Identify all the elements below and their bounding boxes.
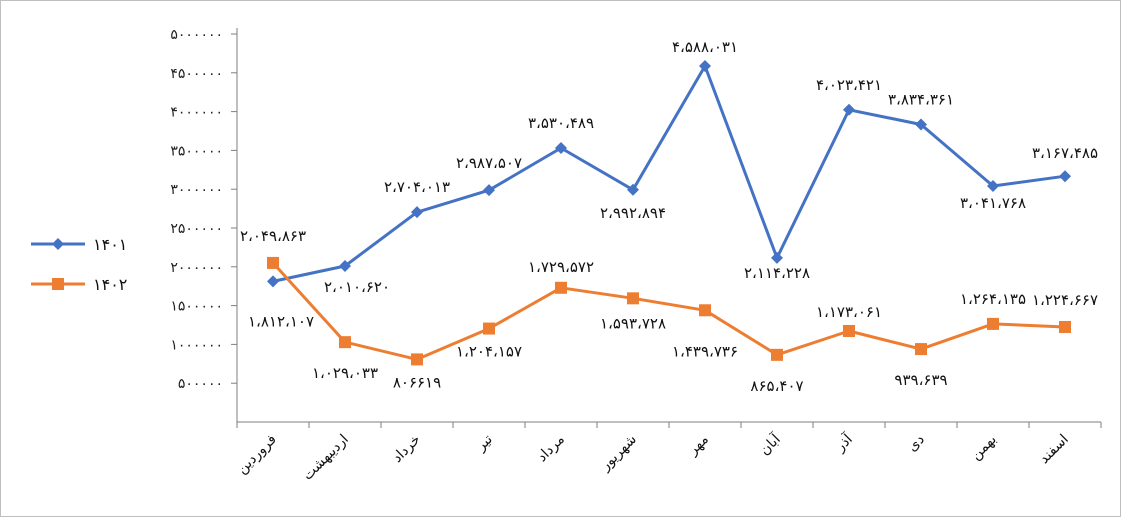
y-tick-label: ۲۵۰۰۰۰۰ bbox=[170, 221, 223, 237]
data-label: ۳،۸۳۴،۳۶۱ bbox=[888, 90, 954, 108]
x-category-label: دی bbox=[904, 432, 927, 455]
series-lines bbox=[271, 64, 1066, 361]
legend-diamond-marker bbox=[52, 238, 64, 250]
square-marker bbox=[699, 304, 711, 317]
legend-square-marker bbox=[52, 278, 64, 290]
diamond-marker bbox=[411, 206, 423, 219]
data-label: ۸۶۵،۴۰۷ bbox=[750, 377, 803, 395]
axes bbox=[236, 28, 1101, 423]
x-category-label: مرداد bbox=[534, 432, 568, 466]
diamond-marker bbox=[267, 275, 279, 288]
diamond-marker bbox=[843, 103, 855, 116]
x-category-label: تیر bbox=[473, 431, 496, 454]
data-label: ۱،۲۲۴،۶۶۷ bbox=[1032, 291, 1098, 309]
data-label: ۱،۲۶۴،۱۳۵ bbox=[960, 290, 1026, 308]
data-labels: ۱،۸۱۲،۱۰۷ ۲،۰۱۰،۶۲۰ ۲،۷۰۴،۰۱۳ ۲،۹۸۷،۵۰۷ ۳،۵۳… bbox=[240, 38, 1098, 395]
data-label: ۲،۷۰۴،۰۱۳ bbox=[384, 178, 450, 196]
data-label: ۱،۵۹۳،۷۲۸ bbox=[600, 314, 666, 332]
diamond-marker bbox=[483, 184, 495, 197]
data-label: ۴،۰۲۳،۴۲۱ bbox=[816, 76, 882, 94]
x-category-label: بهمن bbox=[968, 432, 1000, 464]
data-label: ۲،۰۴۹،۸۶۳ bbox=[240, 227, 306, 245]
diamond-marker bbox=[1059, 170, 1071, 183]
square-marker bbox=[411, 353, 423, 366]
y-tick-label: ۱۰۰۰۰۰۰ bbox=[170, 337, 223, 353]
data-label: ۲،۰۱۰،۶۲۰ bbox=[324, 278, 390, 296]
y-tick-label: ۴۰۰۰۰۰۰ bbox=[170, 105, 223, 121]
diamond-marker bbox=[555, 142, 567, 155]
diamond-marker bbox=[771, 251, 783, 264]
data-label: ۲،۱۱۴،۲۲۸ bbox=[744, 264, 810, 282]
series-line-1 bbox=[271, 261, 1066, 361]
diamond-marker bbox=[915, 118, 927, 131]
data-label: ۴،۵۸۸،۰۳۱ bbox=[672, 38, 738, 56]
data-label: ۲،۹۸۷،۵۰۷ bbox=[456, 154, 522, 172]
diamond-marker bbox=[987, 179, 999, 192]
data-label: ۲،۹۹۲،۸۹۴ bbox=[600, 204, 666, 222]
y-tick-label: ۳۵۰۰۰۰۰ bbox=[170, 143, 223, 159]
diamond-marker bbox=[699, 59, 711, 72]
y-tick-label: ۵۰۰۰۰۰ bbox=[178, 376, 223, 392]
square-marker bbox=[987, 317, 999, 330]
x-category-label: خرداد bbox=[389, 432, 423, 466]
y-axis-ticks: ۵۰۰۰۰۰ ۱۰۰۰۰۰۰ ۱۵۰۰۰۰۰ ۲۰۰۰۰۰۰ ۲۵۰۰۰۰۰ ۳۰۰۰۰۰… bbox=[170, 27, 237, 392]
square-marker bbox=[1059, 320, 1071, 333]
x-category-label: فروردین bbox=[234, 432, 280, 478]
data-label: ۱،۲۰۴،۱۵۷ bbox=[456, 343, 522, 361]
x-category-label: اسفند bbox=[1036, 432, 1072, 468]
data-label: ۳،۱۶۷،۴۸۵ bbox=[1032, 144, 1098, 162]
x-category-label: شهریور bbox=[597, 432, 640, 475]
square-marker bbox=[627, 292, 639, 305]
y-tick-label: ۵۰۰۰۰۰۰ bbox=[170, 27, 223, 43]
legend-label: ۱۴۰۲ bbox=[93, 275, 127, 294]
square-marker bbox=[771, 348, 783, 361]
x-category-label: آبان bbox=[756, 430, 785, 459]
x-category-label: مهر bbox=[684, 432, 711, 459]
square-marker bbox=[339, 336, 351, 349]
x-category-label: اردیبهشت bbox=[300, 432, 352, 484]
data-label: ۱،۴۳۹،۷۳۶ bbox=[672, 342, 738, 360]
square-marker bbox=[555, 281, 567, 294]
series-line-0 bbox=[272, 64, 1066, 283]
series-markers bbox=[267, 59, 1071, 366]
y-tick-label: ۲۰۰۰۰۰۰ bbox=[170, 260, 223, 276]
y-tick-label: ۳۰۰۰۰۰۰ bbox=[170, 182, 223, 198]
legend: ۱۴۰۱ ۱۴۰۲ bbox=[31, 235, 127, 294]
data-label: ۳،۵۳۰،۴۸۹ bbox=[528, 114, 594, 132]
y-tick-label: ۴۵۰۰۰۰۰ bbox=[170, 66, 223, 82]
data-label: ۱،۸۱۲،۱۰۷ bbox=[248, 312, 314, 330]
data-label: ۳،۰۴۱،۷۶۸ bbox=[960, 194, 1026, 212]
data-label: ۱،۰۲۹،۰۳۳ bbox=[312, 364, 378, 382]
diamond-marker bbox=[627, 183, 639, 196]
x-category-label: آذر bbox=[831, 430, 856, 455]
data-label: ۱،۱۷۳،۰۶۱ bbox=[816, 303, 882, 321]
square-marker bbox=[483, 322, 495, 335]
square-marker bbox=[843, 324, 855, 337]
diamond-marker bbox=[339, 259, 351, 272]
square-marker bbox=[267, 256, 279, 269]
square-marker bbox=[915, 343, 927, 356]
data-label: ۱،۷۲۹،۵۷۲ bbox=[528, 258, 594, 276]
legend-label: ۱۴۰۱ bbox=[93, 235, 127, 254]
x-axis-ticks: فروردین اردیبهشت خرداد تیر مرداد شهریور مهر آبا… bbox=[234, 422, 1102, 484]
data-label: ۸۰۶۶۱۹ bbox=[393, 373, 441, 391]
y-tick-label: ۱۵۰۰۰۰۰ bbox=[170, 299, 223, 315]
data-label: ۹۳۹،۶۳۹ bbox=[894, 371, 947, 389]
